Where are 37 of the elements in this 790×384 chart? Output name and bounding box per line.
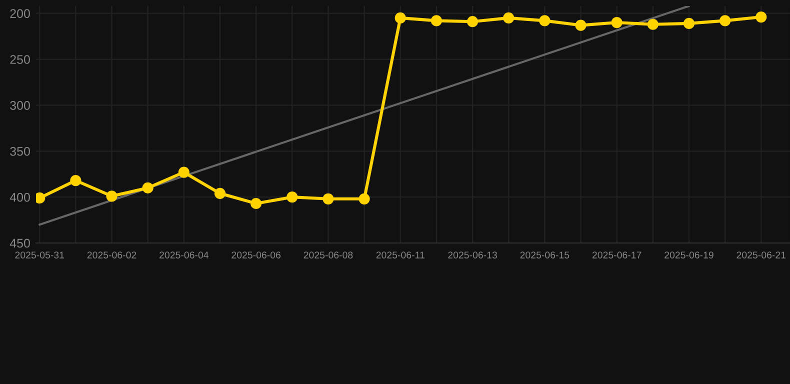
point	[250, 198, 262, 210]
x-tick-label: 2025-06-13	[448, 252, 497, 258]
y-tick-label: 350	[10, 146, 30, 156]
point	[178, 166, 190, 178]
x-tick-label: 2025-06-08	[304, 252, 353, 258]
point	[142, 182, 154, 194]
x-tick-label: 2025-06-17	[592, 252, 642, 258]
point	[466, 16, 478, 28]
y-tick-label: 250	[10, 55, 30, 64]
point	[683, 18, 695, 30]
x-tick-label: 2025-06-11	[376, 252, 424, 258]
x-tick-label: 2025-06-21	[736, 252, 786, 258]
point	[358, 193, 370, 204]
x-tick-label: 2025-06-15	[520, 252, 570, 258]
point	[322, 193, 334, 204]
point	[539, 15, 550, 26]
point	[214, 188, 226, 199]
point	[70, 174, 82, 186]
x-tick-label: 2025-06-06	[232, 252, 281, 258]
y-tick-label: 400	[10, 192, 30, 202]
y-tick-label: 200	[10, 9, 30, 18]
point	[503, 12, 514, 24]
point	[286, 192, 298, 203]
point	[756, 11, 767, 23]
x-tick-label: 2025-06-04	[160, 252, 208, 258]
point	[106, 190, 118, 202]
x-tick-label: 2025-06-19	[664, 252, 714, 258]
point	[720, 15, 731, 26]
point	[647, 18, 658, 30]
x-tick-label: 2025-06-02	[87, 252, 136, 258]
point	[430, 15, 442, 26]
point	[394, 12, 406, 24]
point	[575, 20, 586, 31]
y-tick-label: 450	[10, 238, 30, 248]
point	[611, 16, 622, 28]
y-tick-label: 300	[10, 101, 30, 110]
x-tick-label: 2025-05-31	[15, 252, 64, 258]
